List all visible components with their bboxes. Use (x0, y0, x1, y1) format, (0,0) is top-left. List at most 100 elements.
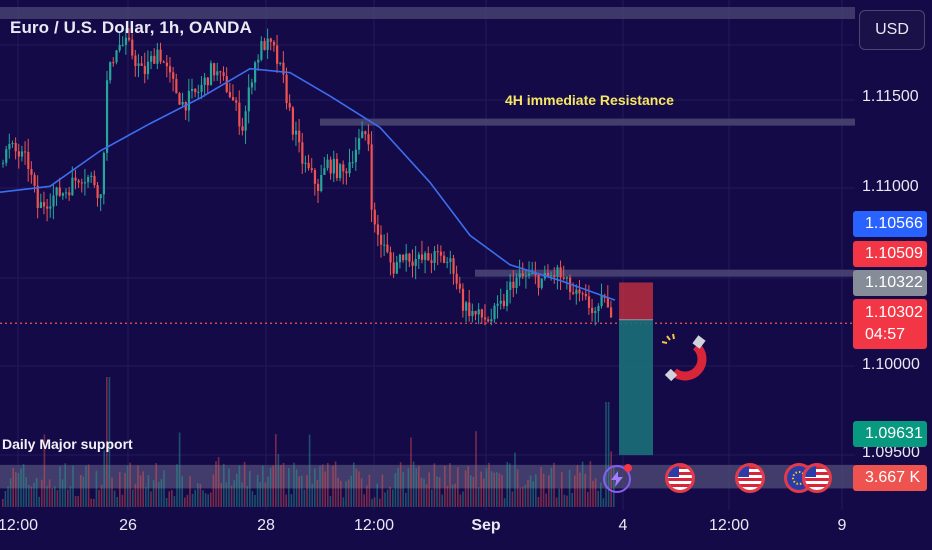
volume-bar (423, 478, 425, 507)
volume-bar (459, 494, 462, 507)
time-axis[interactable] (0, 510, 932, 550)
candle-body (351, 162, 354, 164)
price-tag-blue: 1.10566 (853, 211, 927, 237)
currency-button[interactable]: USD (859, 10, 925, 50)
candle-body (411, 261, 414, 266)
volume-bar (152, 480, 155, 507)
volume-bar (25, 477, 27, 507)
volume-bar (293, 462, 295, 507)
us-flag-icon[interactable] (802, 463, 832, 493)
volume-bar (501, 475, 503, 507)
candle-body (499, 300, 502, 304)
candle-body (562, 277, 565, 279)
volume-bar (77, 496, 79, 507)
candle-body (521, 273, 524, 277)
volume-bar (545, 493, 547, 507)
volume-bar (254, 495, 256, 507)
time-label: 12:00 (353, 517, 395, 534)
candle-body (77, 180, 80, 183)
candle-body (216, 71, 219, 76)
candle-body (203, 77, 206, 85)
volume-bar (41, 479, 43, 507)
candle-body (228, 91, 231, 98)
volume-bar (438, 477, 441, 507)
candle-body (71, 177, 74, 196)
volume-bar (389, 486, 391, 507)
volume-bar (111, 477, 113, 507)
candle-body (427, 253, 430, 261)
volume-bar (561, 472, 563, 507)
volume-bar (308, 434, 311, 507)
candle-body (30, 168, 33, 175)
volume-bar (522, 486, 524, 507)
volume-bar (9, 478, 12, 507)
candle-body (452, 258, 455, 274)
volume-bar (350, 475, 352, 507)
volume-bar (124, 472, 126, 507)
candle-body (36, 185, 39, 209)
candle-body (509, 281, 512, 290)
candle-body (493, 305, 496, 320)
volume-bar (496, 472, 498, 507)
candle-body (559, 267, 562, 278)
candle-body (395, 262, 398, 274)
candle-body (288, 103, 291, 108)
volume-bar (280, 464, 282, 507)
volume-bar (368, 474, 371, 507)
candle-body (153, 55, 156, 64)
volume-bar (207, 494, 209, 507)
volume-bar (217, 457, 220, 507)
candle-body (209, 63, 213, 86)
volume-bar (550, 467, 553, 507)
volume-bar (568, 469, 571, 507)
candlestick-chart[interactable] (0, 0, 855, 510)
volume-bar (441, 494, 443, 507)
candle-body (417, 254, 420, 259)
candle-body (433, 251, 436, 263)
candle-body (518, 273, 521, 278)
volume-bar (48, 479, 51, 507)
volume-bar (464, 470, 467, 507)
candle-body (380, 234, 383, 245)
candle-body (477, 309, 480, 315)
lightning-icon[interactable] (603, 464, 632, 493)
candle-body (124, 37, 128, 45)
us-flag-icon[interactable] (735, 463, 765, 493)
us-flag-icon[interactable] (665, 463, 695, 493)
candle-body (594, 311, 597, 314)
volume-bar (428, 472, 430, 507)
candle-body (24, 151, 27, 153)
take-profit-box (619, 319, 653, 456)
volume-bar (46, 485, 48, 507)
candle-body (405, 253, 408, 261)
volume-bar (303, 489, 306, 507)
volume-bar (376, 483, 378, 507)
volume-bar (306, 475, 308, 507)
notification-dot-icon (624, 464, 632, 472)
volume-bar (246, 485, 248, 507)
candle-body (39, 202, 42, 209)
volume-bar (472, 476, 475, 507)
candle-body (335, 158, 339, 179)
chart-area[interactable]: Euro / U.S. Dollar, 1h, OANDA 4H immedia… (0, 0, 855, 510)
volume-bar (314, 468, 316, 507)
time-label: 4 (618, 517, 628, 534)
time-label: 9 (837, 517, 847, 534)
candle-body (231, 97, 235, 101)
price-tick: 1.11000 (862, 178, 919, 195)
candle-body (537, 275, 540, 288)
volume-bar (215, 461, 217, 507)
volume-bar (243, 461, 246, 507)
volume-bar (462, 491, 464, 507)
volume-bar (529, 475, 532, 507)
volume-bar (176, 464, 178, 507)
candle-body (430, 260, 433, 263)
candle-body (361, 131, 364, 139)
volume-bar (194, 489, 196, 507)
volume-bar (51, 488, 53, 507)
candle-body (298, 130, 301, 143)
volume-bar (116, 497, 118, 507)
candle-body (235, 100, 238, 103)
resistance-label: 4H immediate Resistance (505, 92, 674, 108)
candle-body (307, 162, 310, 169)
